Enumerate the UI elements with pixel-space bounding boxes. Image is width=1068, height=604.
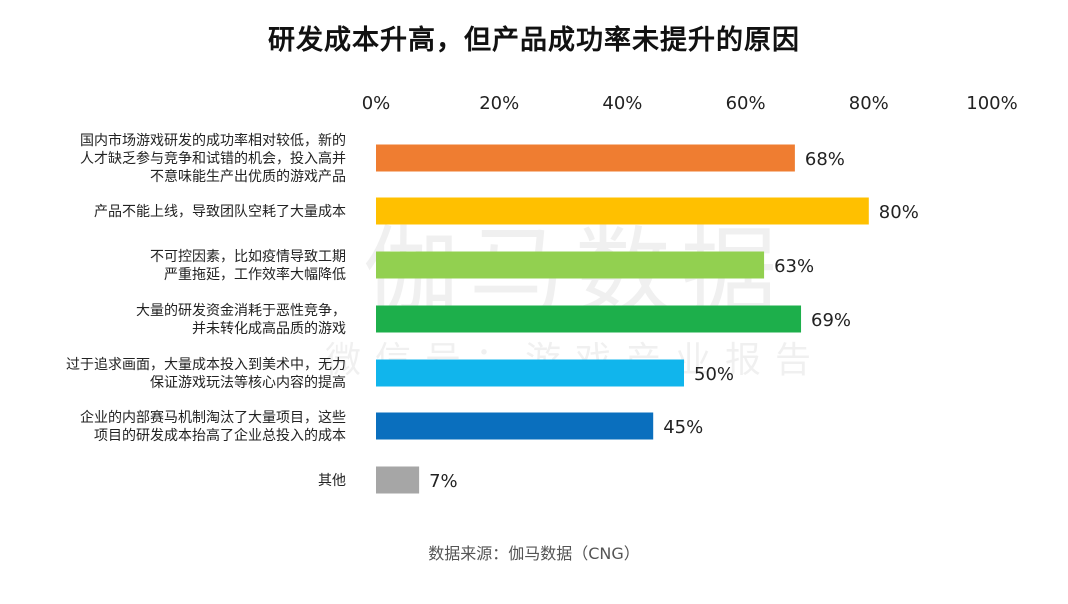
data-label: 50% [694,364,734,385]
category-label: 其他 [318,473,346,489]
bar [376,466,420,494]
category-label: 过于追求画面，大量成本投入到美术中，无力保证游戏玩法等核心内容的提高 [66,357,346,391]
category-label: 不可控因素，比如疫情导致工期严重拖延，工作效率大幅降低 [150,249,346,283]
bar [376,251,765,279]
category-label: 企业的内部赛马机制淘汰了大量项目，这些项目的研发成本抬高了企业总投入的成本 [80,409,346,444]
x-tick-label: 100% [966,93,1017,114]
source-note: 数据来源：伽马数据（CNG） [428,544,640,563]
x-tick-label: 0% [362,93,391,114]
data-label: 7% [429,471,458,492]
category-label: 国内市场游戏研发的成功率相对较低，新的人才缺乏参与竞争和试错的机会，投入高并不意… [80,132,346,185]
data-label: 80% [879,202,919,223]
bar [376,197,869,225]
data-label: 63% [774,256,814,277]
category-label: 产品不能上线，导致团队空耗了大量成本 [94,204,346,220]
x-tick-label: 40% [602,93,642,114]
data-label: 69% [811,310,851,331]
watermark: 伽马数据 微信号：游戏产业报告 [325,216,811,381]
bar [376,412,654,440]
data-label: 68% [805,149,845,170]
category-label: 大量的研发资金消耗于恶性竞争，并未转化成高品质的游戏 [136,302,346,337]
bar [376,359,684,387]
chart-title: 研发成本升高，但产品成功率未提升的原因 [268,25,800,56]
x-tick-label: 80% [849,93,889,114]
data-label: 45% [663,417,703,438]
bar [376,144,795,172]
x-tick-label: 20% [479,93,519,114]
bar [376,305,802,333]
x-tick-label: 60% [726,93,766,114]
